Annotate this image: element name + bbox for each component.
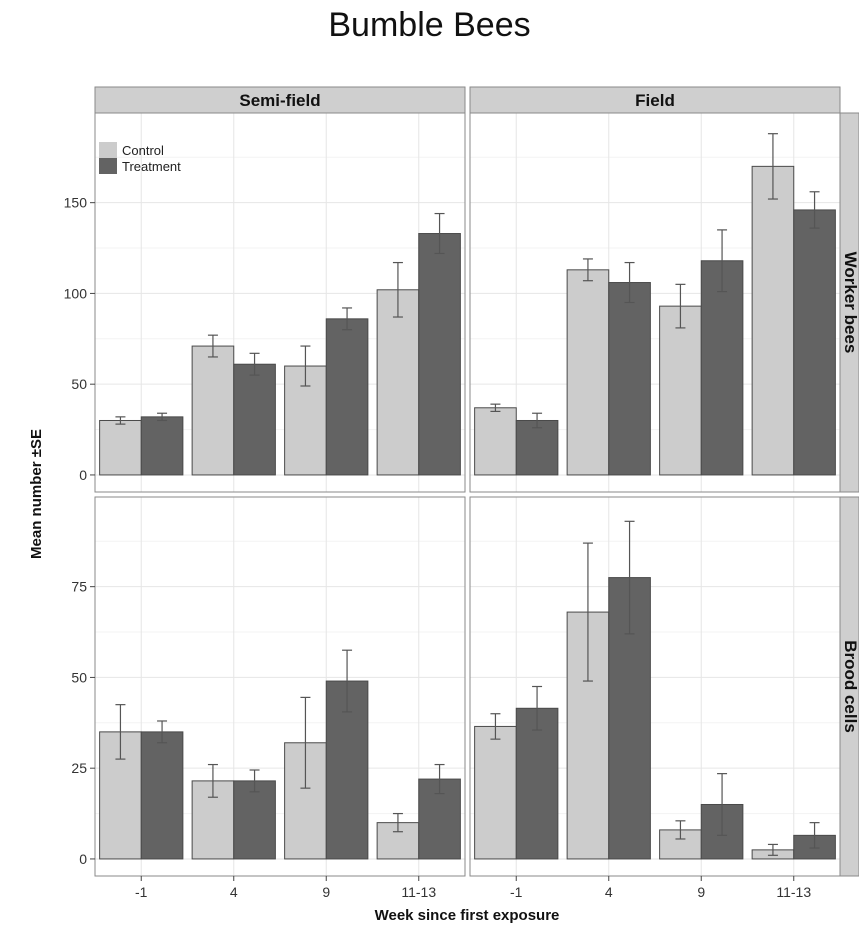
y-tick-label: 150 [64,195,88,211]
bar-control [474,725,517,860]
panel-border [469,496,841,877]
legend-swatch-treatment [99,158,117,174]
x-tick-label: -1 [510,884,523,900]
column-strip-label: Semi-field [239,91,320,110]
bar-control [99,419,142,476]
bar-control [474,407,517,476]
bar-treatment [793,209,836,476]
y-tick-label: 25 [71,760,87,776]
column-strip-0 [94,86,466,114]
bar-control [376,289,420,476]
x-tick-label: 11-13 [776,884,811,900]
bar-treatment [515,419,559,476]
bar-control [566,269,610,476]
x-tick-label: 9 [697,884,705,900]
bar-treatment [233,780,276,860]
bar-control [659,305,702,476]
legend-label-treatment: Treatment [122,159,181,174]
panel-border [94,496,466,877]
y-tick-label: 50 [71,376,87,392]
row-strip-label: Brood cells [841,640,859,733]
x-tick-label: 4 [230,884,238,900]
bar-control [191,345,235,476]
x-tick-label: 11-13 [401,884,436,900]
legend-swatch-control [99,142,117,158]
bar-treatment [418,233,461,476]
x-axis-title: Week since first exposure [375,907,560,924]
bar-treatment [325,318,369,476]
panel-border [469,112,841,493]
x-tick-label: 4 [605,884,613,900]
bar-treatment [700,260,744,476]
y-tick-label: 0 [79,851,87,867]
page-title: Bumble Bees [328,6,531,44]
bar-control [751,165,795,476]
x-tick-label: -1 [135,884,148,900]
column-strip-1 [469,86,841,114]
x-tick-label: 9 [322,884,330,900]
panel-border [94,112,466,493]
row-strip-label: Worker bees [841,252,859,354]
bar-treatment [515,707,559,860]
y-tick-label: 100 [64,285,88,301]
column-strip-label: Field [635,91,675,110]
bar-treatment [140,731,184,860]
y-tick-label: 0 [79,467,87,483]
y-tick-label: 75 [71,579,87,595]
y-axis-title: Mean number ±SE [28,429,45,559]
bar-treatment [140,416,184,476]
y-tick-label: 50 [71,669,87,685]
legend-label-control: Control [122,143,164,158]
bar-treatment [233,363,276,476]
bar-treatment [608,282,651,476]
